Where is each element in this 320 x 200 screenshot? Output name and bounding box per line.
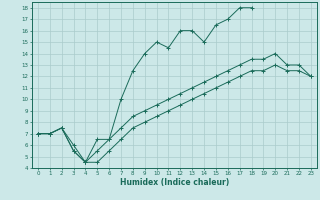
X-axis label: Humidex (Indice chaleur): Humidex (Indice chaleur): [120, 178, 229, 187]
